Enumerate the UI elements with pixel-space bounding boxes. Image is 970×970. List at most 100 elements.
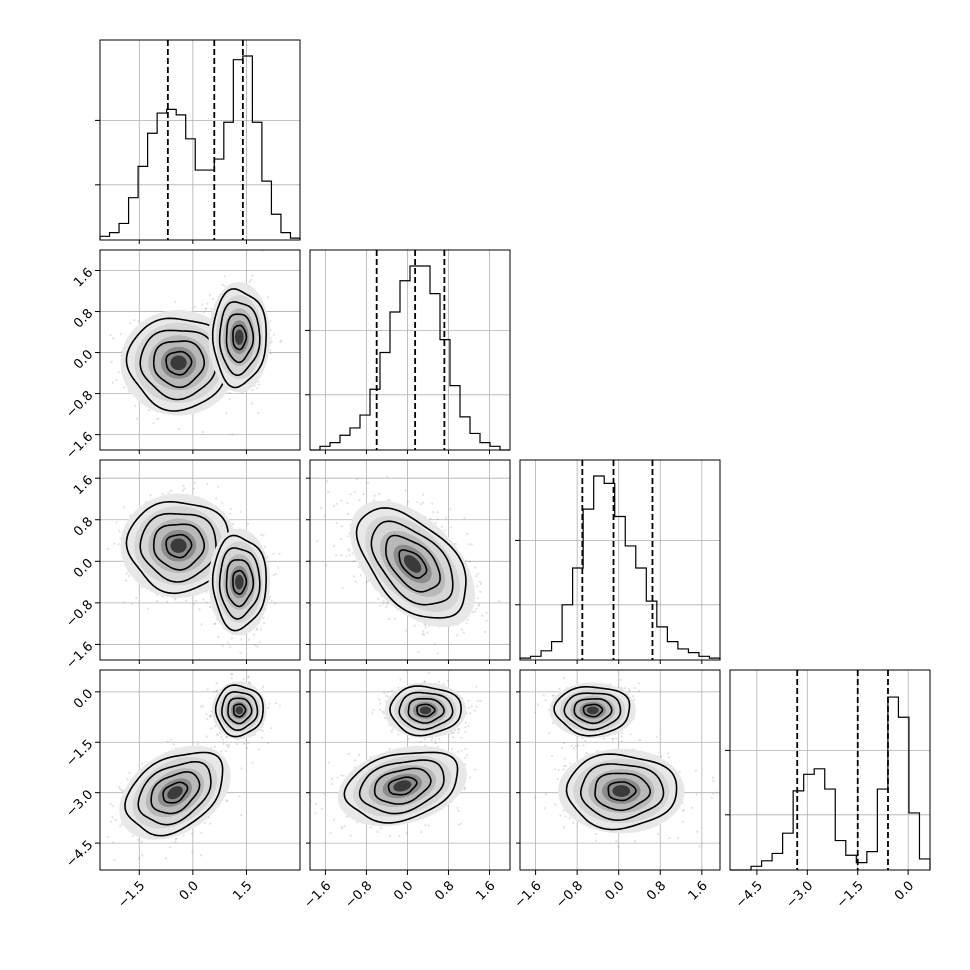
contour-1-3-0-2 (358, 759, 445, 815)
contour-1-3-0-3 (343, 751, 459, 824)
x-tick-label-1-4: 1.6 (473, 878, 498, 903)
x-tick-label-3-0: −4.5 (733, 878, 766, 911)
marginal-panel-3 (725, 669, 931, 871)
histogram-1 (310, 265, 510, 451)
contour-2-3-1-0 (607, 781, 637, 802)
x-tick-label-2-3: 0.8 (644, 878, 669, 903)
y-tick-label-1-3: 0.8 (71, 306, 96, 331)
contour-0-1-0-1 (152, 340, 205, 389)
contour-0-2-0-0 (165, 533, 193, 559)
x-tick-label-1-0: −1.6 (301, 878, 334, 911)
contour-0-3-0-3 (124, 751, 224, 837)
contour-0-2-1-3 (211, 534, 268, 632)
contour-0-3-0-1 (150, 771, 201, 815)
contour-1-3-1-2 (398, 691, 454, 731)
contour-1-3-1-1 (407, 698, 445, 724)
marginal-frame-0 (99, 39, 301, 241)
contour-0-2-0-2 (139, 512, 217, 583)
pair-panel-0-2 (99, 459, 301, 661)
contour-0-1-1-0 (232, 324, 248, 351)
contour-1-2-0-0 (398, 549, 428, 579)
contour-1-3-1-3 (389, 685, 462, 737)
y-tick-label-1-1: −0.8 (63, 388, 96, 421)
pair-frame-0-2 (99, 459, 301, 661)
contour-1-2-0-3 (355, 507, 467, 619)
pair-frame-0-3 (99, 669, 301, 871)
y-tick-label-3-1: −3.0 (63, 787, 96, 820)
x-tick-label-3-3: 0.0 (892, 878, 917, 903)
histogram-0 (99, 55, 301, 240)
y-tick-label-3-3: 0.0 (71, 687, 96, 712)
y-tick-label-1-4: 1.6 (71, 265, 96, 290)
contour-0-3-0-2 (137, 761, 212, 826)
contour-0-2-0-1 (152, 523, 205, 571)
pair-frame-1-2 (309, 459, 511, 661)
contour-0-3-0-0 (162, 781, 189, 804)
contour-0-1-1-2 (218, 301, 261, 377)
contour-0-2-1-2 (218, 547, 261, 620)
contour-1-3-0-0 (387, 776, 418, 796)
y-tick-label-2-1: −0.8 (63, 598, 96, 631)
contour-2-3-0-0 (582, 703, 604, 718)
contour-2-3-0-2 (563, 692, 622, 731)
x-tick-label-0-1: 0.0 (177, 878, 202, 903)
contour-2-3-0-3 (553, 686, 631, 737)
pair-frame-1-3 (309, 669, 511, 871)
y-tick-label-2-0: −1.6 (63, 639, 96, 672)
x-tick-label-2-1: −0.8 (553, 878, 586, 911)
contour-2-3-0-1 (573, 698, 613, 725)
contour-1-2-0-2 (370, 520, 454, 606)
contour-0-3-1-0 (232, 703, 247, 718)
x-tick-label-3-2: −1.5 (834, 878, 867, 911)
marginal-frame-1 (309, 249, 511, 451)
pair-panel-1-3 (309, 669, 511, 871)
contour-0-3-1-3 (214, 684, 264, 738)
contour-0-2-0-3 (125, 501, 229, 595)
contour-1-2-0-1 (385, 534, 441, 593)
marginal-panel-2 (515, 459, 721, 661)
pair-panel-0-1 (99, 249, 301, 451)
contour-1-3-0-1 (373, 767, 432, 805)
contour-0-1-1-3 (211, 288, 268, 389)
histogram-2 (519, 475, 721, 660)
contour-2-3-1-1 (594, 772, 651, 812)
pair-panel-2-3 (519, 669, 721, 871)
marginal-frame-3 (729, 669, 931, 871)
x-tick-label-0-0: −1.5 (115, 878, 148, 911)
pair-frame-0-1 (99, 249, 301, 451)
x-tick-label-2-0: −1.6 (512, 878, 545, 911)
contour-1-3-1-0 (416, 703, 436, 718)
x-tick-label-3-1: −3.0 (783, 878, 816, 911)
marginal-frame-2 (519, 459, 721, 661)
y-tick-label-1-2: 0.0 (71, 347, 96, 372)
pair-panel-0-3 (99, 669, 301, 871)
contour-0-2-1-0 (232, 569, 248, 595)
y-tick-label-1-0: −1.6 (63, 429, 96, 462)
pair-panel-1-2 (309, 459, 511, 661)
y-tick-label-2-4: 1.6 (71, 473, 96, 498)
contour-0-2-1-1 (225, 559, 255, 608)
histogram-3 (730, 696, 931, 871)
pair-frame-2-3 (519, 669, 721, 871)
x-tick-label-1-1: −0.8 (343, 878, 376, 911)
x-tick-label-2-2: 0.0 (603, 878, 628, 903)
y-tick-label-2-2: 0.0 (71, 556, 96, 581)
contour-0-1-0-3 (125, 317, 229, 412)
contour-0-3-1-2 (221, 691, 259, 731)
contour-0-1-0-2 (139, 329, 217, 401)
x-tick-label-2-4: 1.6 (686, 878, 711, 903)
y-tick-label-3-0: −4.5 (63, 838, 96, 871)
x-tick-label-1-3: 0.8 (432, 878, 457, 903)
contour-2-3-1-2 (579, 763, 665, 822)
marginal-panel-1 (305, 249, 511, 451)
y-tick-label-3-2: −1.5 (63, 737, 96, 770)
x-tick-label-0-2: 1.5 (230, 878, 255, 903)
contour-0-3-1-1 (227, 697, 253, 725)
contour-2-3-1-3 (565, 753, 678, 831)
x-tick-label-1-2: 0.0 (391, 878, 416, 903)
contour-0-1-1-1 (225, 313, 255, 364)
y-tick-label-2-3: 0.8 (71, 514, 96, 539)
marginal-panel-0 (95, 39, 301, 241)
contour-0-1-0-0 (165, 350, 193, 376)
